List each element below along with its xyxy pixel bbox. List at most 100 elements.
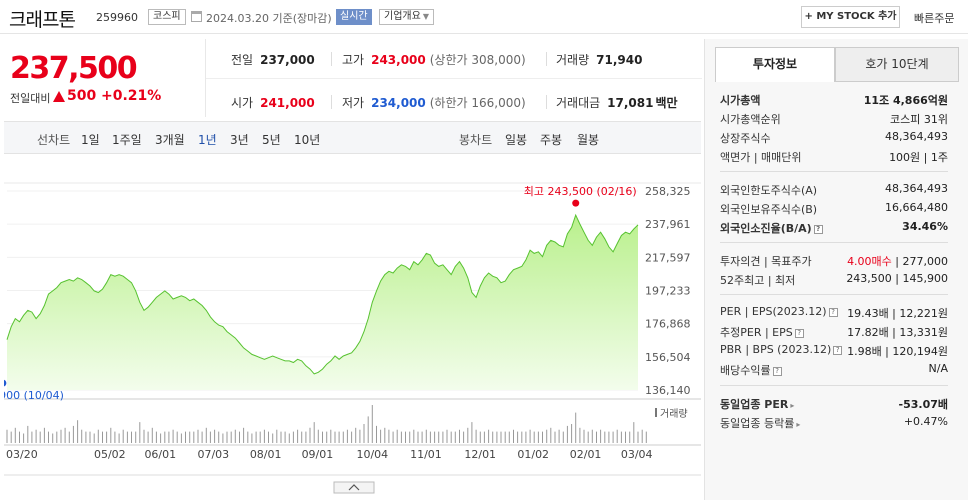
period-3m[interactable]: 3개월 [155, 133, 185, 147]
help-icon[interactable]: ? [833, 345, 843, 355]
quote-table: 전일 237,000 고가 243,000 (상한가 308,000) 거래량 71,9… [205, 39, 702, 117]
opinion-row: 투자의견 | 목표주가 4.00매수 | 277,000 [720, 253, 948, 271]
prev-label: 전일 [231, 53, 254, 67]
period-bar: 선차트 1일 1주일 3개월 1년 3년 5년 10년 봉차트 일봉 주봉 월봉 [4, 121, 701, 154]
y-tick-label: 237,961 [645, 218, 691, 231]
candle-daily[interactable]: 일봉 [505, 133, 528, 147]
collapse-handle [333, 481, 375, 494]
volume-label: 거래량 [556, 53, 590, 67]
tab-quote-10[interactable]: 호가 10단계 [835, 47, 959, 82]
candle-monthly[interactable]: 월봉 [577, 133, 600, 147]
panel-divider [720, 294, 948, 295]
period-1w[interactable]: 1주일 [112, 133, 142, 147]
add-my-stock-button[interactable]: + MY STOCK 추가 [801, 6, 900, 28]
dividend-label: 배당수익률 [720, 364, 771, 377]
realtime-button[interactable]: 실시간 [336, 9, 372, 25]
panel-divider [720, 242, 948, 243]
foreign-limit-value: 48,364,493 [885, 182, 948, 195]
cap-rank-value: 코스피 31위 [890, 113, 948, 126]
period-1d[interactable]: 1일 [81, 133, 100, 147]
low-value: 234,000 [371, 96, 426, 110]
period-3y[interactable]: 3년 [230, 133, 249, 147]
sector-rate-value: +0.47% [903, 415, 948, 428]
low-annotation: 최저 145,900 (10/04) [4, 389, 64, 402]
chevron-right-icon[interactable]: ▸ [796, 420, 801, 429]
quick-order-button[interactable]: 빠른주문 [914, 12, 955, 25]
candle-weekly[interactable]: 주봉 [540, 133, 563, 147]
week52-value: 243,500 | 145,900 [846, 272, 948, 285]
x-tick-label: 08/01 [250, 448, 282, 461]
market-badge: 코스피 [148, 9, 186, 25]
help-icon[interactable]: ? [813, 224, 823, 234]
est-per-value: 17.82배 | 13,331원 [847, 326, 948, 339]
help-icon[interactable]: ? [772, 366, 782, 376]
change-label: 전일대비 [10, 92, 51, 105]
low-marker [4, 379, 7, 387]
quote-low: 저가 234,000 (하한가 166,000) [342, 94, 526, 111]
x-tick-label: 03/04 [621, 448, 653, 461]
quote-volume: 거래량 71,940 [556, 51, 642, 68]
period-10y[interactable]: 10년 [294, 133, 321, 147]
foreign-ratio-label: 외국인소진율(B/A) [720, 222, 812, 235]
lower-limit: (하한가 166,000) [429, 96, 526, 110]
per-label: PER | EPS(2023.12) [720, 305, 827, 318]
period-1y[interactable]: 1년 [198, 133, 217, 147]
market-cap-value: 11조 4,866억원 [863, 94, 948, 107]
upper-limit: (상한가 308,000) [429, 53, 526, 67]
per-value: 19.43배 | 12,221원 [847, 307, 948, 320]
y-tick-label: 258,325 [645, 185, 691, 198]
foreign-limit-row: 외국인한도주식수(A) 48,364,493 [720, 182, 948, 200]
tab-invest-info[interactable]: 투자정보 [715, 47, 835, 82]
change-value: 500 [67, 88, 97, 104]
price-chart[interactable]: 258,325 237,961 217,597 197,233 176,868 156,5… [4, 155, 701, 500]
quote-high: 고가 243,000 (상한가 308,000) [342, 51, 526, 68]
market-cap-label: 시가총액 [720, 94, 761, 107]
par-row: 액면가 | 매매단위 100원 | 1주 [720, 149, 948, 167]
volume-value: 71,940 [596, 53, 643, 67]
help-icon[interactable]: ? [828, 307, 838, 317]
x-tick-label: 01/02 [517, 448, 549, 461]
panel-divider [720, 171, 948, 172]
x-tick-label: 09/01 [302, 448, 334, 461]
chevron-up-icon [348, 484, 360, 491]
quote-separator [331, 95, 332, 109]
amount-unit: 백만 [655, 96, 678, 110]
period-5y[interactable]: 5년 [262, 133, 281, 147]
x-tick-label: 07/03 [197, 448, 229, 461]
cap-rank-label: 시가총액순위 [720, 113, 781, 126]
foreign-ratio-row: 외국인소진율(B/A)? 34.46% [720, 220, 948, 238]
company-info-dropdown[interactable]: 기업개요 ▼ [379, 9, 434, 25]
dividend-value: N/A [928, 362, 948, 375]
up-triangle-icon [53, 91, 65, 102]
volume-label: 거래량 [660, 408, 688, 420]
sector-per-row: 동일업종 PER ▸ -53.07배 [720, 396, 948, 414]
sector-per-label: 동일업종 PER [720, 398, 789, 411]
stock-header: 크래프톤 259960 코스피 2024.03.20 기준(장마감) 실시간 기… [0, 0, 968, 34]
amount-value: 17,081 [607, 96, 654, 110]
high-label: 고가 [342, 53, 365, 67]
week52-label: 52주최고 | 최저 [720, 274, 796, 287]
x-tick-label: 12/01 [464, 448, 496, 461]
quote-separator [546, 52, 547, 66]
dividend-row: 배당수익률? N/A [720, 362, 948, 380]
high-annotation: 최고 243,500 (02/16) [524, 185, 637, 198]
quote-prev: 전일 237,000 [231, 51, 315, 68]
high-value: 243,000 [371, 53, 426, 67]
y-tick-label: 217,597 [645, 251, 691, 264]
x-tick-label: 06/01 [144, 448, 176, 461]
y-tick-label: 156,504 [645, 351, 691, 364]
par-value: 100원 | 1주 [889, 151, 948, 164]
quote-open: 시가 241,000 [231, 94, 315, 111]
candle-chart-label: 봉차트 [459, 133, 493, 147]
x-tick-label: 03/20 [6, 448, 38, 461]
company-info-label: 기업개요 [384, 11, 421, 22]
est-per-row: 추정PER | EPS? 17.82배 | 13,331원 [720, 324, 948, 342]
help-icon[interactable]: ? [794, 328, 804, 338]
opinion-label: 투자의견 | 목표주가 [720, 255, 812, 268]
pbr-label: PBR | BPS (2023.12) [720, 343, 832, 356]
shares-row: 상장주식수 48,364,493 [720, 130, 948, 148]
sector-per-value: -53.07배 [898, 398, 948, 411]
price-summary: 237,500 전일대비 500 +0.21% [4, 39, 204, 117]
prev-value: 237,000 [260, 53, 315, 67]
chevron-right-icon[interactable]: ▸ [790, 401, 795, 410]
